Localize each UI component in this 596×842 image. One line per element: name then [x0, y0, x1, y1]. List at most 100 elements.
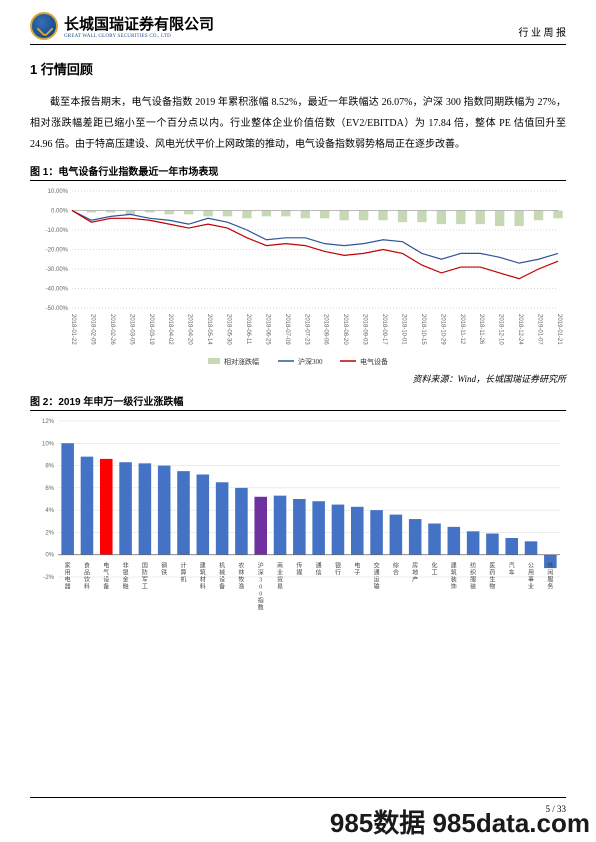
svg-text:商: 商: [277, 562, 283, 570]
svg-text:建: 建: [200, 562, 206, 570]
svg-text:料: 料: [84, 583, 90, 591]
svg-text:2018-05-30: 2018-05-30: [226, 314, 232, 345]
svg-text:铁: 铁: [161, 569, 167, 577]
chart2-caption-underline: [30, 410, 566, 411]
svg-text:2018-06-25: 2018-06-25: [264, 314, 270, 345]
svg-text:药: 药: [489, 569, 495, 577]
company-name-cn: 长城国瑞证券有限公司: [64, 13, 214, 34]
svg-text:械: 械: [219, 569, 225, 577]
svg-text:公: 公: [528, 563, 534, 570]
chart2-svg: 12%10%8%6%4%2%0%-2%家用电器食品饮料电气设备非银金融国防军工钢…: [30, 415, 566, 643]
svg-text:装: 装: [470, 583, 476, 591]
svg-text:0.00%: 0.00%: [51, 209, 69, 215]
svg-text:设: 设: [103, 576, 109, 584]
svg-text:6%: 6%: [45, 486, 54, 492]
footer-divider: [30, 797, 566, 798]
svg-text:化: 化: [431, 562, 437, 570]
svg-text:机: 机: [219, 562, 225, 570]
svg-text:林: 林: [238, 569, 244, 577]
company-logo-icon: [30, 12, 58, 40]
svg-text:国: 国: [142, 563, 148, 570]
logo-block: 长城国瑞证券有限公司 GREAT WALL GLORY SECURITIES C…: [30, 12, 214, 40]
svg-text:3: 3: [259, 578, 262, 584]
svg-text:闲: 闲: [547, 569, 553, 577]
svg-text:非: 非: [123, 562, 129, 570]
svg-text:建: 建: [451, 562, 457, 570]
svg-text:输: 输: [374, 583, 380, 591]
svg-text:材: 材: [200, 576, 206, 584]
doc-type: 行 业 周 报: [519, 14, 567, 39]
watermark: 985数据 985data.com: [330, 803, 590, 840]
svg-text:10.00%: 10.00%: [48, 189, 69, 195]
svg-text:军: 军: [142, 577, 148, 584]
svg-text:金: 金: [123, 576, 129, 584]
svg-text:物: 物: [489, 583, 495, 591]
header: 长城国瑞证券有限公司 GREAT WALL GLORY SECURITIES C…: [0, 0, 596, 44]
svg-text:设: 设: [219, 576, 225, 584]
svg-text:休: 休: [547, 562, 553, 570]
svg-text:2018-10-29: 2018-10-29: [439, 314, 445, 345]
svg-text:车: 车: [509, 569, 515, 577]
svg-text:料: 料: [200, 583, 206, 591]
svg-text:筑: 筑: [451, 569, 457, 577]
svg-text:通: 通: [316, 562, 322, 570]
svg-text:2018-11-26: 2018-11-26: [478, 314, 484, 345]
svg-text:饮: 饮: [84, 576, 90, 584]
svg-text:事: 事: [528, 576, 534, 584]
chart1-caption: 图 1：电气设备行业指数最近一年市场表现: [30, 163, 566, 178]
svg-text:子: 子: [354, 570, 360, 577]
svg-text:2018-07-09: 2018-07-09: [284, 314, 290, 345]
svg-text:2018-07-23: 2018-07-23: [303, 314, 309, 345]
svg-text:信: 信: [316, 569, 322, 577]
svg-text:2018-02-05: 2018-02-05: [89, 314, 95, 345]
svg-text:指: 指: [258, 597, 264, 605]
svg-text:0: 0: [259, 585, 262, 591]
svg-text:用: 用: [528, 570, 534, 577]
svg-text:数: 数: [258, 604, 264, 612]
svg-text:-20.00%: -20.00%: [46, 248, 69, 254]
company-name-en: GREAT WALL GLORY SECURITIES CO., LTD: [64, 34, 214, 39]
svg-text:-10.00%: -10.00%: [46, 228, 69, 234]
svg-text:渔: 渔: [238, 583, 244, 591]
svg-text:医: 医: [489, 563, 495, 570]
section-paragraph: 截至本报告期末，电气设备指数 2019 年累积涨幅 8.52%，最近一年跌幅达 …: [30, 92, 566, 155]
svg-text:备: 备: [219, 583, 225, 591]
svg-text:装: 装: [451, 576, 457, 584]
svg-text:2018-06-11: 2018-06-11: [245, 314, 251, 345]
svg-text:4%: 4%: [45, 508, 54, 514]
svg-text:银: 银: [335, 562, 341, 570]
svg-text:产: 产: [412, 576, 418, 584]
svg-text:品: 品: [84, 570, 90, 577]
svg-text:工: 工: [431, 570, 437, 577]
svg-text:2019-01-21: 2019-01-21: [556, 314, 562, 345]
section-title: 1 行情回顾: [30, 59, 566, 78]
svg-text:电: 电: [65, 576, 71, 584]
svg-text:-50.00%: -50.00%: [46, 306, 69, 312]
svg-text:筑: 筑: [200, 569, 206, 577]
svg-text:2018-08-20: 2018-08-20: [342, 314, 348, 345]
svg-text:2018-12-10: 2018-12-10: [498, 314, 504, 345]
svg-text:2018-10-01: 2018-10-01: [400, 314, 406, 345]
svg-text:备: 备: [103, 583, 109, 591]
chart1-caption-underline: [30, 180, 566, 181]
svg-text:服: 服: [547, 577, 553, 584]
svg-text:运: 运: [374, 576, 380, 584]
svg-text:家: 家: [65, 562, 71, 570]
svg-text:2018-08-06: 2018-08-06: [323, 314, 329, 345]
svg-text:2018-04-20: 2018-04-20: [187, 314, 193, 345]
svg-text:工: 工: [142, 584, 148, 591]
svg-text:计: 计: [180, 562, 186, 570]
svg-text:机: 机: [180, 576, 186, 584]
svg-text:2018-09-17: 2018-09-17: [381, 314, 387, 345]
svg-text:2018-05-14: 2018-05-14: [206, 314, 212, 345]
svg-text:2018-03-19: 2018-03-19: [148, 314, 154, 345]
chart2-container: 12%10%8%6%4%2%0%-2%家用电器食品饮料电气设备非银金融国防军工钢…: [30, 415, 566, 643]
svg-text:融: 融: [123, 583, 129, 591]
svg-text:防: 防: [142, 569, 148, 577]
svg-text:2018-04-02: 2018-04-02: [167, 314, 173, 345]
svg-text:2018-02-26: 2018-02-26: [109, 314, 115, 345]
chart1-svg: 10.00%0.00%-10.00%-20.00%-30.00%-40.00%-…: [30, 185, 566, 370]
svg-text:-30.00%: -30.00%: [46, 267, 69, 273]
svg-text:气: 气: [103, 569, 109, 577]
svg-text:银: 银: [123, 569, 129, 577]
